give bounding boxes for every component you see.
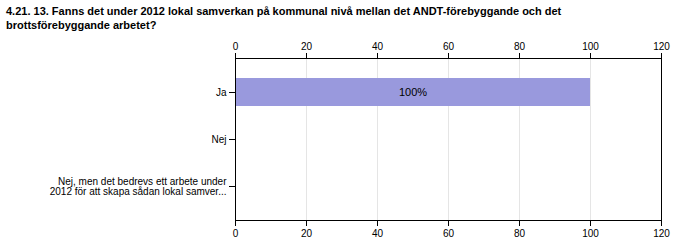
svg-text:120: 120: [653, 228, 670, 239]
svg-text:40: 40: [372, 41, 384, 52]
svg-text:80: 80: [514, 41, 526, 52]
svg-text:0: 0: [233, 41, 239, 52]
svg-text:100: 100: [582, 41, 599, 52]
svg-text:100: 100: [582, 228, 599, 239]
svg-text:60: 60: [443, 228, 455, 239]
svg-text:100%: 100%: [399, 86, 427, 98]
svg-text:120: 120: [653, 41, 670, 52]
svg-text:20: 20: [301, 228, 313, 239]
svg-text:Nej: Nej: [211, 134, 226, 145]
svg-text:20: 20: [301, 41, 313, 52]
svg-text:40: 40: [372, 228, 384, 239]
svg-text:0: 0: [233, 228, 239, 239]
svg-text:Nej, men det bedrevs ett arbet: Nej, men det bedrevs ett arbete under201…: [50, 176, 227, 197]
svg-text:60: 60: [443, 41, 455, 52]
html-text:4.21. 13. Fanns det under 2012: 4.21. 13. Fanns det under 2012 lokal sam…: [6, 5, 562, 31]
svg-text:Ja: Ja: [216, 87, 227, 98]
svg-text:80: 80: [514, 228, 526, 239]
